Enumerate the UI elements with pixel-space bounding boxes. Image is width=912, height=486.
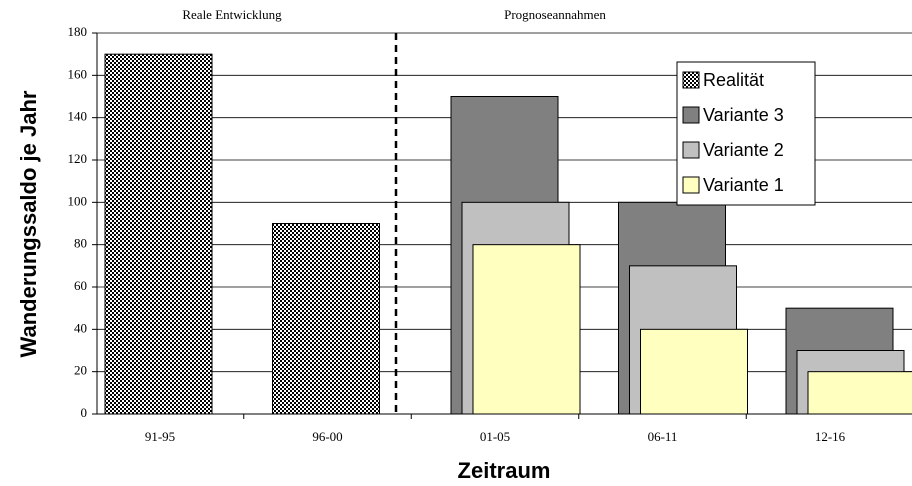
legend-swatch <box>682 106 700 124</box>
y-tick-label: 60 <box>74 278 87 293</box>
legend-label: Variante 2 <box>703 140 784 160</box>
y-tick-label: 80 <box>74 236 87 251</box>
annotation: Prognoseannahmen <box>504 7 606 22</box>
y-tick-label: 120 <box>68 151 88 166</box>
bar <box>272 223 380 415</box>
y-tick-label: 0 <box>81 405 88 420</box>
x-tick-label: 96-00 <box>312 429 342 444</box>
y-tick-label: 160 <box>68 66 88 81</box>
x-axis-title: Zeitraum <box>458 458 551 483</box>
legend-label: Variante 3 <box>703 105 784 125</box>
y-axis-title: Wanderungssaldo je Jahr <box>16 90 41 357</box>
bar <box>472 244 581 415</box>
x-tick-label: 12-16 <box>815 429 846 444</box>
y-tick-label: 140 <box>68 109 88 124</box>
legend-label: Variante 1 <box>703 175 784 195</box>
legend-swatch <box>682 71 700 89</box>
bar <box>640 328 748 415</box>
x-tick-label: 06-11 <box>648 429 678 444</box>
legend-swatch <box>682 141 700 159</box>
y-tick-label: 180 <box>68 24 88 39</box>
legend-label: Realität <box>703 70 764 90</box>
bar <box>807 371 912 415</box>
y-tick-label: 100 <box>68 193 88 208</box>
x-tick-label: 01-05 <box>480 429 510 444</box>
legend-swatch <box>682 176 700 194</box>
bar <box>104 53 213 415</box>
y-tick-label: 40 <box>74 320 87 335</box>
x-tick-label: 91-95 <box>145 429 175 444</box>
legend-box <box>676 61 816 206</box>
y-tick-label: 20 <box>74 363 87 378</box>
annotation: Reale Entwicklung <box>182 7 282 22</box>
